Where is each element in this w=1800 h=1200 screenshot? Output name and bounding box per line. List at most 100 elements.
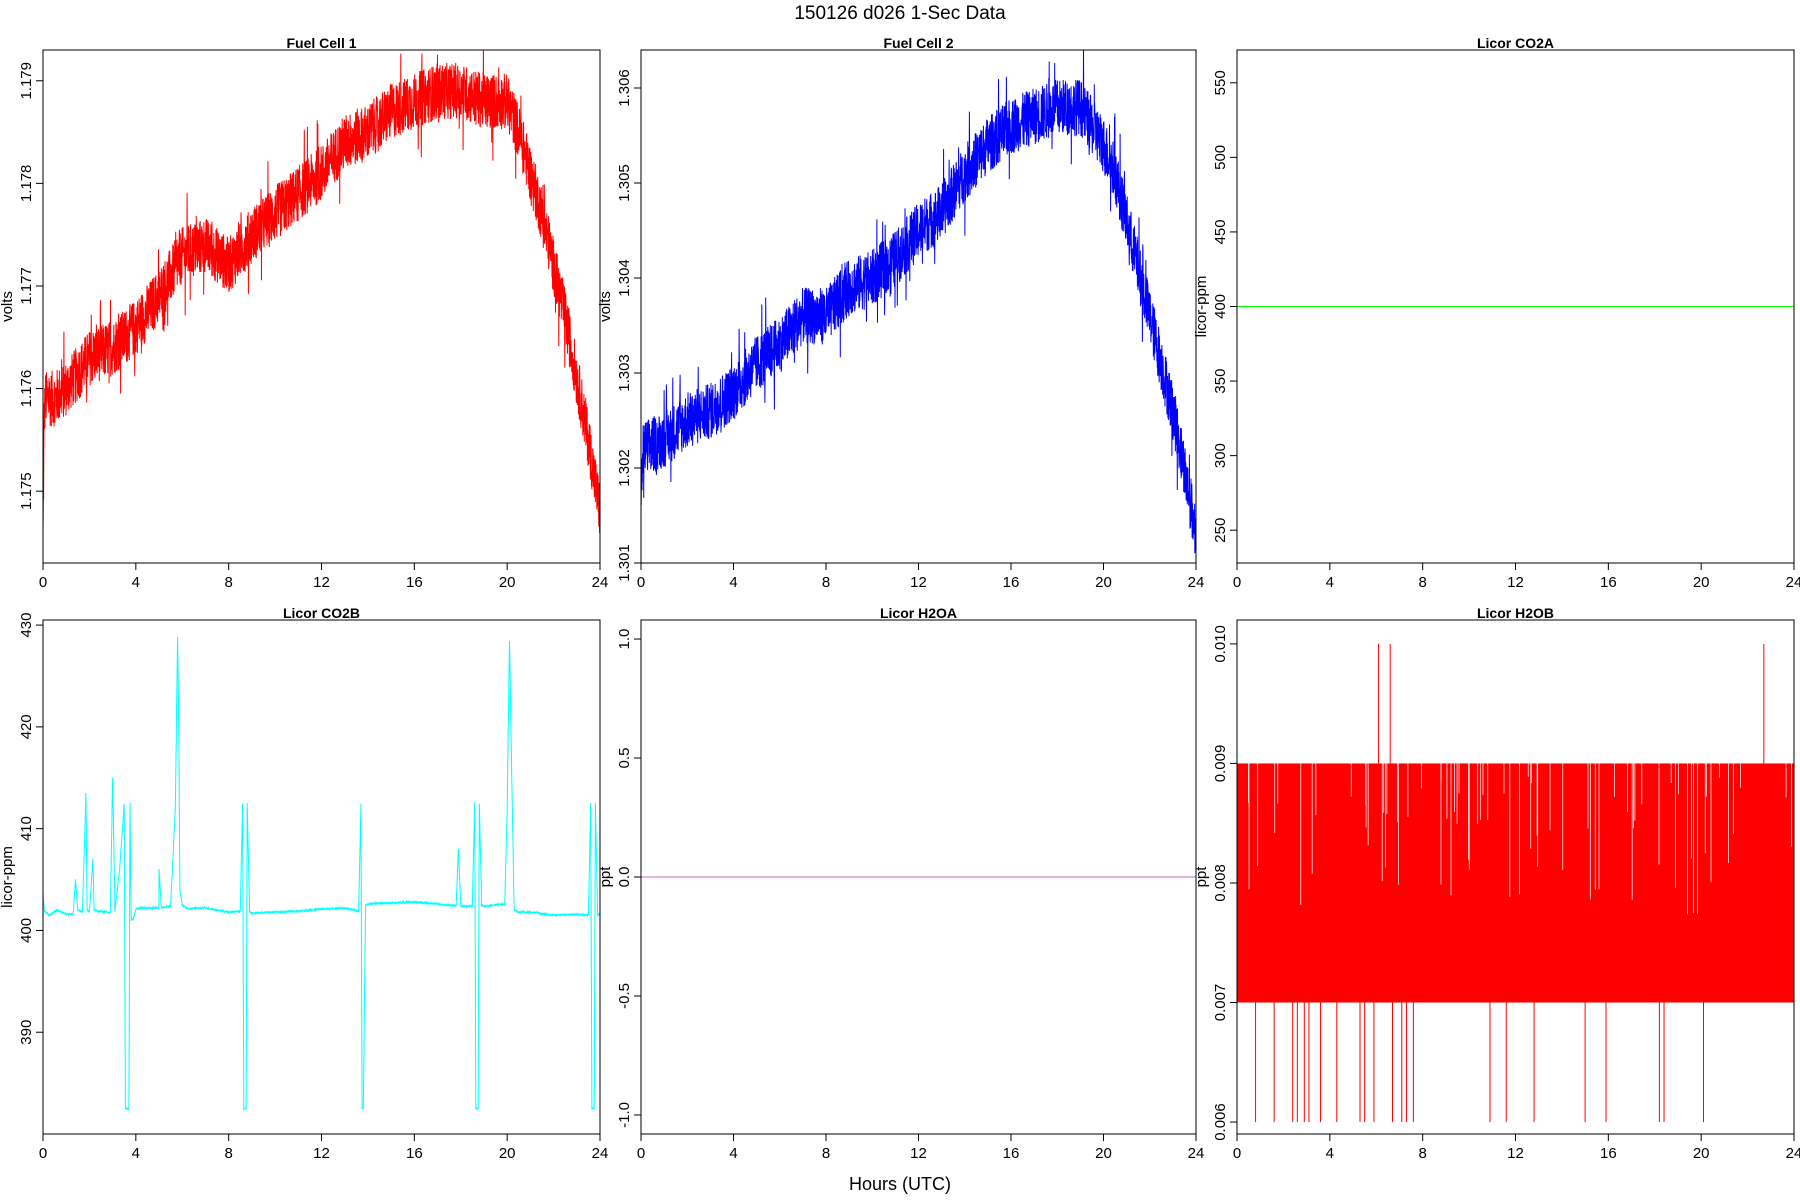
licor-co2b-x-tick-label: 4 xyxy=(132,1145,140,1162)
licor-co2b-title: Licor CO2B xyxy=(283,605,360,621)
licor-co2b-x-tick-label: 8 xyxy=(224,1145,232,1162)
licor-co2b-x-tick-label: 24 xyxy=(592,1145,609,1162)
licor-co2a-y-tick-label: 500 xyxy=(1212,145,1229,170)
licor-h2ob-plot-area xyxy=(1237,643,1794,1123)
fuel-cell-2-x-tick-label: 8 xyxy=(822,574,830,591)
panel-licor-h2ob: Licor H2OB ppt 0 4 8 12 16 20 24 0.006 0.007 0.008 0… xyxy=(1193,605,1800,1162)
licor-h2ob-x-tick-label: 16 xyxy=(1600,1145,1617,1162)
licor-co2b-plot-area xyxy=(43,637,600,1111)
fuel-cell-2-y-tick-label: 1.305 xyxy=(616,164,633,202)
fuel-cell-2-x-tick-label: 20 xyxy=(1095,574,1112,591)
licor-h2ob-x-tick-label: 8 xyxy=(1418,1145,1426,1162)
licor-co2a-x-tick-label: 24 xyxy=(1786,574,1800,591)
licor-co2a-x-tick-label: 12 xyxy=(1507,574,1524,591)
fuel-cell-1-x-tick-label: 12 xyxy=(313,574,330,591)
fuel-cell-1-y-tick-label: 1.179 xyxy=(18,62,35,100)
licor-co2a-x-tick-label: 20 xyxy=(1693,574,1710,591)
licor-co2b-x-tick-label: 16 xyxy=(406,1145,423,1162)
licor-co2b-y-axis-label: licor-ppm xyxy=(0,846,16,908)
licor-h2oa-x-tick-label: 0 xyxy=(637,1145,645,1162)
licor-co2b-x-tick-label: 0 xyxy=(39,1145,47,1162)
licor-h2ob-x-tick-label: 12 xyxy=(1507,1145,1524,1162)
fuel-cell-2-y-tick-label: 1.303 xyxy=(616,354,633,392)
licor-co2a-y-axis-label: licor-ppm xyxy=(1193,276,1210,338)
fuel-cell-1-y-tick-label: 1.175 xyxy=(18,472,35,510)
fuel-cell-2-y-axis-label: volts xyxy=(597,291,614,322)
licor-h2ob-x-tick-label: 4 xyxy=(1326,1145,1334,1162)
figure-title: 150126 d026 1-Sec Data xyxy=(794,3,1006,24)
fuel-cell-2-x-tick-label: 12 xyxy=(910,574,927,591)
licor-h2oa-y-tick-label: -0.5 xyxy=(616,983,633,1009)
licor-co2a-x-tick-label: 8 xyxy=(1418,574,1426,591)
licor-co2a-x-tick-label: 16 xyxy=(1600,574,1617,591)
fuel-cell-1-x-tick-label: 24 xyxy=(592,574,609,591)
licor-h2oa-x-tick-label: 12 xyxy=(910,1145,927,1162)
fuel-cell-1-y-tick-label: 1.178 xyxy=(18,165,35,203)
licor-co2b-y-tick-label: 400 xyxy=(18,918,35,943)
fuel-cell-2-series-line xyxy=(641,50,1196,554)
licor-co2b-x-tick-label: 12 xyxy=(313,1145,330,1162)
licor-h2oa-title: Licor H2OA xyxy=(880,605,957,621)
licor-h2ob-y-tick-label: 0.009 xyxy=(1212,745,1229,783)
licor-h2oa-x-tick-label: 4 xyxy=(729,1145,737,1162)
fuel-cell-1-y-tick-label: 1.176 xyxy=(18,370,35,408)
fuel-cell-1-plot-area xyxy=(43,50,600,534)
licor-h2oa-x-tick-label: 24 xyxy=(1188,1145,1205,1162)
licor-co2b-y-tick-label: 390 xyxy=(18,1020,35,1045)
fuel-cell-1-x-tick-label: 4 xyxy=(132,574,140,591)
licor-h2ob-x-tick-label: 24 xyxy=(1786,1145,1800,1162)
fuel-cell-2-plot-area xyxy=(641,50,1196,554)
licor-co2b-x-tick-label: 20 xyxy=(499,1145,516,1162)
licor-co2a-y-tick-label: 350 xyxy=(1212,369,1229,394)
licor-h2oa-x-tick-label: 8 xyxy=(822,1145,830,1162)
licor-co2a-x-tick-label: 0 xyxy=(1233,574,1241,591)
fuel-cell-1-x-tick-label: 20 xyxy=(499,574,516,591)
fuel-cell-2-x-tick-label: 4 xyxy=(729,574,737,591)
licor-co2a-y-tick-label: 550 xyxy=(1212,70,1229,95)
fuel-cell-2-x-tick-label: 16 xyxy=(1003,574,1020,591)
licor-co2b-y-tick-label: 430 xyxy=(18,613,35,638)
fuel-cell-2-y-tick-label: 1.301 xyxy=(616,544,633,582)
fuel-cell-2-title: Fuel Cell 2 xyxy=(883,35,953,51)
licor-h2ob-y-tick-label: 0.010 xyxy=(1212,625,1229,663)
fuel-cell-1-y-tick-label: 1.177 xyxy=(18,267,35,305)
licor-h2oa-y-tick-label: 0.0 xyxy=(616,867,633,888)
licor-co2b-y-tick-label: 420 xyxy=(18,714,35,739)
fuel-cell-2-y-tick-label: 1.302 xyxy=(616,449,633,487)
licor-h2oa-y-tick-label: -1.0 xyxy=(616,1102,633,1128)
licor-h2ob-y-tick-label: 0.008 xyxy=(1212,864,1229,902)
fuel-cell-1-x-tick-label: 0 xyxy=(39,574,47,591)
licor-co2a-y-tick-label: 450 xyxy=(1212,219,1229,244)
chart-panels: Fuel Cell 1 volts 0 4 8 12 16 20 24 1.175 1.176 1.1… xyxy=(0,35,1800,1162)
licor-h2ob-title: Licor H2OB xyxy=(1477,605,1554,621)
panel-licor-h2oa: Licor H2OA ppt 0 4 8 12 16 20 24 -1.0 -0.5 0.0 0.5 1.… xyxy=(597,605,1204,1162)
licor-h2ob-y-tick-label: 0.006 xyxy=(1212,1103,1229,1141)
panel-fuel-cell-2: Fuel Cell 2 volts 0 4 8 12 16 20 24 1.301 1.302 1.3… xyxy=(597,35,1204,591)
licor-h2oa-y-tick-label: 0.5 xyxy=(616,748,633,769)
licor-h2oa-y-axis-label: ppt xyxy=(597,866,614,888)
licor-co2a-title: Licor CO2A xyxy=(1477,35,1554,51)
licor-h2ob-y-tick-label: 0.007 xyxy=(1212,984,1229,1022)
licor-h2ob-x-tick-label: 0 xyxy=(1233,1145,1241,1162)
licor-co2b-y-tick-label: 410 xyxy=(18,816,35,841)
licor-co2a-x-tick-label: 4 xyxy=(1326,574,1334,591)
fuel-cell-1-x-tick-label: 16 xyxy=(406,574,423,591)
panel-licor-co2b: Licor CO2B licor-ppm 0 4 8 12 16 20 24 390 400 410 4… xyxy=(0,605,608,1162)
figure-x-axis-label: Hours (UTC) xyxy=(849,1174,951,1194)
fuel-cell-2-y-tick-label: 1.304 xyxy=(616,259,633,297)
licor-co2b-series-line xyxy=(43,637,600,1111)
fuel-cell-1-series-line xyxy=(43,50,600,534)
licor-h2ob-value-band xyxy=(1237,763,1794,1003)
panel-licor-co2a: Licor CO2A licor-ppm 0 4 8 12 16 20 24 250 300 350 4… xyxy=(1193,35,1800,591)
fuel-cell-1-x-tick-label: 8 xyxy=(224,574,232,591)
fuel-cell-2-x-tick-label: 24 xyxy=(1188,574,1205,591)
fuel-cell-1-y-axis-label: volts xyxy=(0,291,16,322)
fuel-cell-2-y-tick-label: 1.306 xyxy=(616,69,633,107)
licor-co2a-y-tick-label: 250 xyxy=(1212,518,1229,543)
licor-h2ob-x-tick-label: 20 xyxy=(1693,1145,1710,1162)
licor-h2oa-x-tick-label: 20 xyxy=(1095,1145,1112,1162)
fuel-cell-1-title: Fuel Cell 1 xyxy=(286,35,356,51)
licor-co2a-y-tick-label: 400 xyxy=(1212,294,1229,319)
licor-co2a-y-tick-label: 300 xyxy=(1212,443,1229,468)
